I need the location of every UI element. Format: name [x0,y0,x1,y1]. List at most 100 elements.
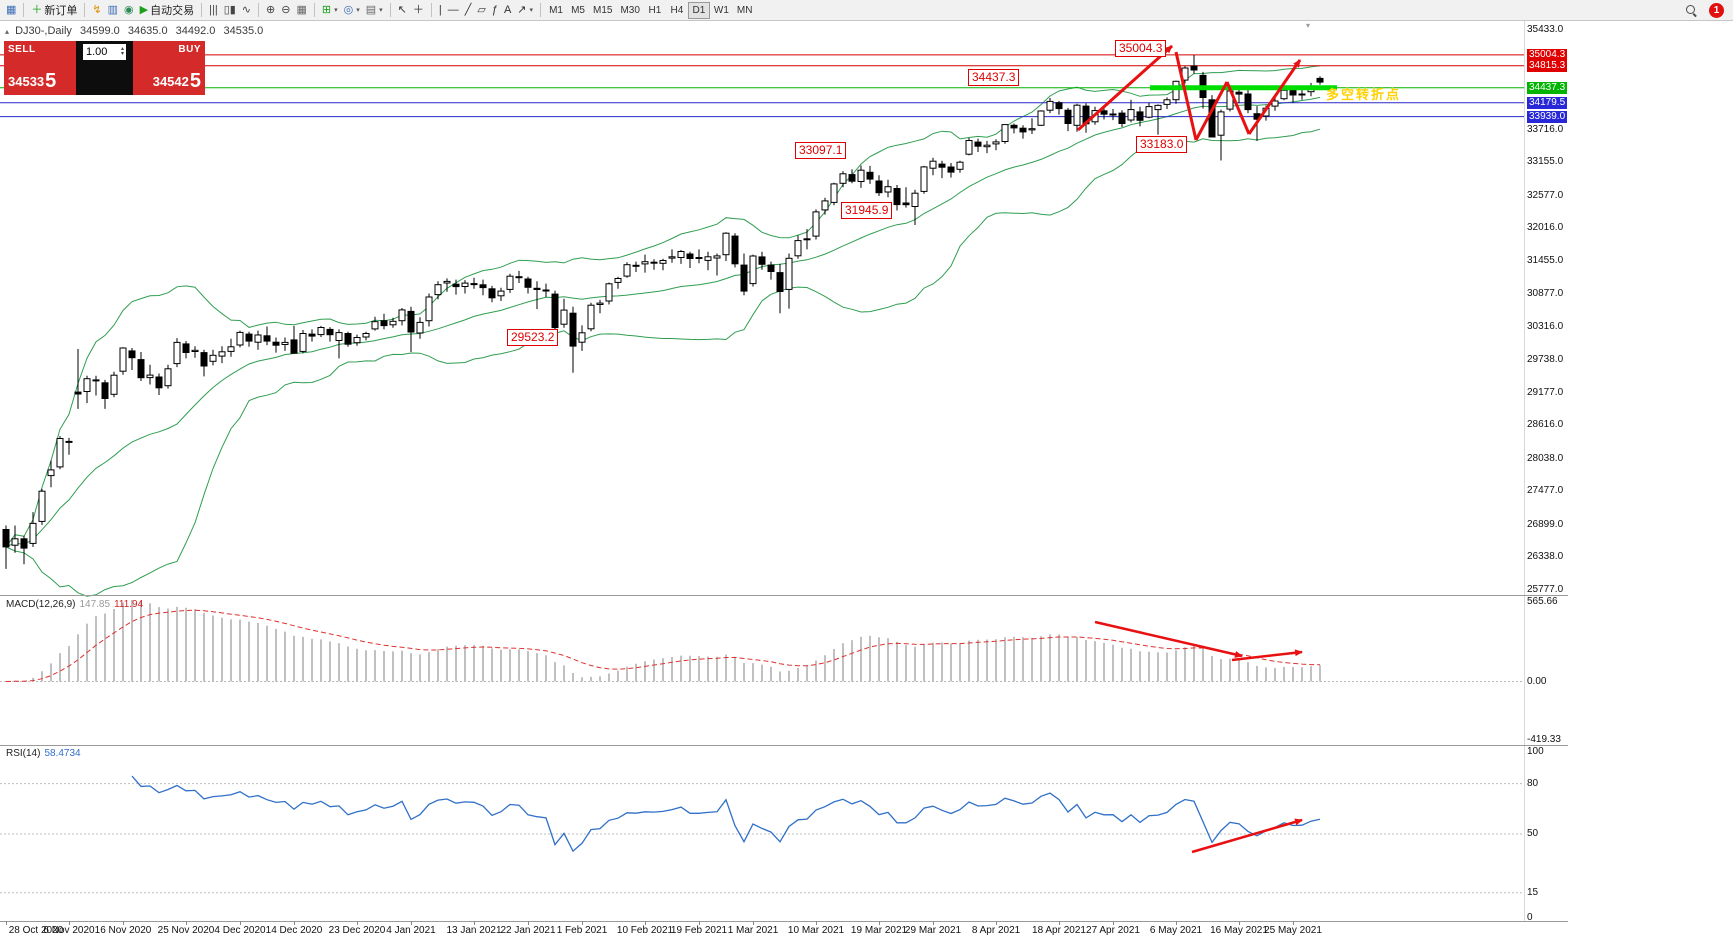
sell-button[interactable]: SELL 345335 [4,41,76,95]
candlestick-chart-icon[interactable]: ▯▮ [221,1,239,19]
bar-chart-icon: ||| [209,3,218,16]
buy-label: BUY [178,44,201,55]
vertical-line-icon: | [438,3,442,16]
panel-separator [0,921,1568,922]
zoom-out-icon[interactable]: ⊖ [278,1,293,19]
date-axis-label: 1 Feb 2021 [556,925,608,936]
objects-icon: ◎ [343,3,354,16]
fibonacci-icon: ƒ [491,3,498,16]
objects-icon[interactable]: ◎ ▾ [341,1,363,19]
date-tick [411,921,412,925]
collapse-panel-icon[interactable]: ▴ [5,27,10,36]
timeframe-button-d1[interactable]: D1 [687,1,710,19]
arrows-icon[interactable]: ↗ ▾ [514,1,536,19]
price-callout[interactable]: 35004.3 [1115,40,1167,57]
timeframe-button-h4[interactable]: H4 [666,2,688,19]
timeframe-button-h1[interactable]: H1 [644,2,666,19]
chevron-down-icon: ▾ [529,7,534,14]
macd-panel[interactable] [0,596,1524,745]
timeframe-button-w1[interactable]: W1 [710,2,733,19]
horizontal-line-icon[interactable]: — [445,1,462,19]
channel-icon: ▱ [477,3,486,16]
bar-chart-icon[interactable]: ||| [206,1,221,19]
autotrade-button[interactable]: ▶ 自动交易 [137,1,197,19]
date-axis-label: 14 Dec 2020 [265,925,323,936]
chevron-down-icon: ▾ [334,7,338,14]
timeframe-button-m1[interactable]: M1 [545,2,567,19]
price-callout[interactable]: 34437.3 [968,69,1020,86]
timeframe-button-mn[interactable]: MN [733,2,757,19]
price-axis-label: 30316.0 [1527,321,1564,332]
timeframe-button-m15[interactable]: M15 [589,2,616,19]
price-axis-label: 35433.0 [1527,24,1564,35]
autotrade-button: ▶ [139,3,149,16]
volume-down-icon[interactable]: ▾ [120,51,124,57]
price-callout[interactable]: 33183.0 [1136,136,1188,153]
date-axis-label: 6 Nov 2020 [43,925,95,936]
cursor-icon: ↖ [397,3,407,16]
date-tick [996,921,997,925]
buy-button[interactable]: BUY 345425 [133,41,205,95]
one-click-trading-panel: SELL 345335 ▴ ▾ BUY 345425 [4,41,205,95]
main-chart[interactable] [0,21,1524,595]
new-chart-icon[interactable]: ▦ [3,1,19,19]
date-tick [753,921,754,925]
market-watch-icon[interactable]: ↯ [89,1,104,19]
line-chart-icon: ∿ [241,3,252,16]
toolbar-separator [201,3,203,17]
date-axis-label: 1 Mar 2021 [727,925,779,936]
data-window-icon[interactable]: ▥ [105,1,121,19]
panel-separator[interactable] [0,595,1568,596]
volume-up-icon[interactable]: ▴ [120,46,124,52]
channel-icon[interactable]: ▱ [474,1,488,19]
date-tick [6,921,7,925]
date-axis-label: 4 Dec 2020 [214,925,266,936]
price-axis-label: 33716.0 [1527,124,1564,135]
new-chart-icon: ▦ [6,3,17,16]
fibonacci-icon[interactable]: ƒ [489,1,501,19]
price-axis-label: 29177.0 [1527,387,1564,398]
zoom-in-icon[interactable]: ⊕ [263,1,278,19]
volume-box: ▴ ▾ [76,41,133,95]
date-axis-label: 18 Apr 2021 [1032,925,1086,936]
turning-point-note[interactable]: 多空转折点 [1326,87,1402,102]
line-chart-icon[interactable]: ∿ [239,1,254,19]
text-icon[interactable]: A [501,1,514,19]
price-axis-label: 33155.0 [1527,156,1564,167]
cursor-icon[interactable]: ↖ [395,1,410,19]
sell-price: 345335 [8,70,57,92]
templates-icon[interactable]: ▤ ▾ [363,1,386,19]
date-tick [1176,921,1177,925]
indicators-icon[interactable]: ⊞ ▾ [319,1,341,19]
toolbar: ▦ ＋新订单 ↯ ▥ ◉ ▶ 自动交易 ||| ▯▮ ∿ ⊕ ⊖ ▦ ⊞ ▾ ◎ ▾ ▤ ▾ ↖ ＋ | — ╱ ▱ ƒ A ↗ ▾ M1… [0,0,1733,21]
vertical-line-icon[interactable]: | [436,1,445,19]
panel-separator[interactable] [0,745,1568,746]
chevron-down-icon: ▾ [356,7,360,14]
chart-shift-marker: ▾ [1306,21,1311,30]
price-axis-label: 29738.0 [1527,354,1564,365]
market-watch-icon: ↯ [92,3,102,16]
trendline-icon[interactable]: ╱ [462,1,475,19]
date-axis-label: 25 May 2021 [1264,925,1322,936]
axis-separator [1524,21,1525,921]
date-axis-label: 25 Nov 2020 [157,925,215,936]
chart-title: ▴ DJ30-,Daily 34599.0 34635.0 34492.0 34… [5,25,268,37]
new-order-button[interactable]: ＋新订单 [28,1,80,19]
timeframe-button-m30[interactable]: M30 [616,2,643,19]
date-tick [240,921,241,925]
timeframe-button-m5[interactable]: M5 [567,2,589,19]
notification-badge[interactable]: 1 [1709,2,1724,18]
rsi-panel[interactable] [0,746,1524,921]
terminal-icon[interactable]: ◉ [121,1,137,19]
date-tick [1113,921,1114,925]
date-axis-label: 16 May 2021 [1210,925,1268,936]
search-button[interactable] [1682,1,1701,19]
crosshair-icon[interactable]: ＋ [410,1,427,19]
price-line-tag: 34437.3 [1527,82,1568,94]
volume-input[interactable] [83,46,120,58]
price-callout[interactable]: 31945.9 [841,202,893,219]
tile-windows-icon[interactable]: ▦ [293,1,309,19]
price-callout[interactable]: 33097.1 [795,142,847,159]
price-callout[interactable]: 29523.2 [507,329,559,346]
toolbar-separator [84,3,86,17]
